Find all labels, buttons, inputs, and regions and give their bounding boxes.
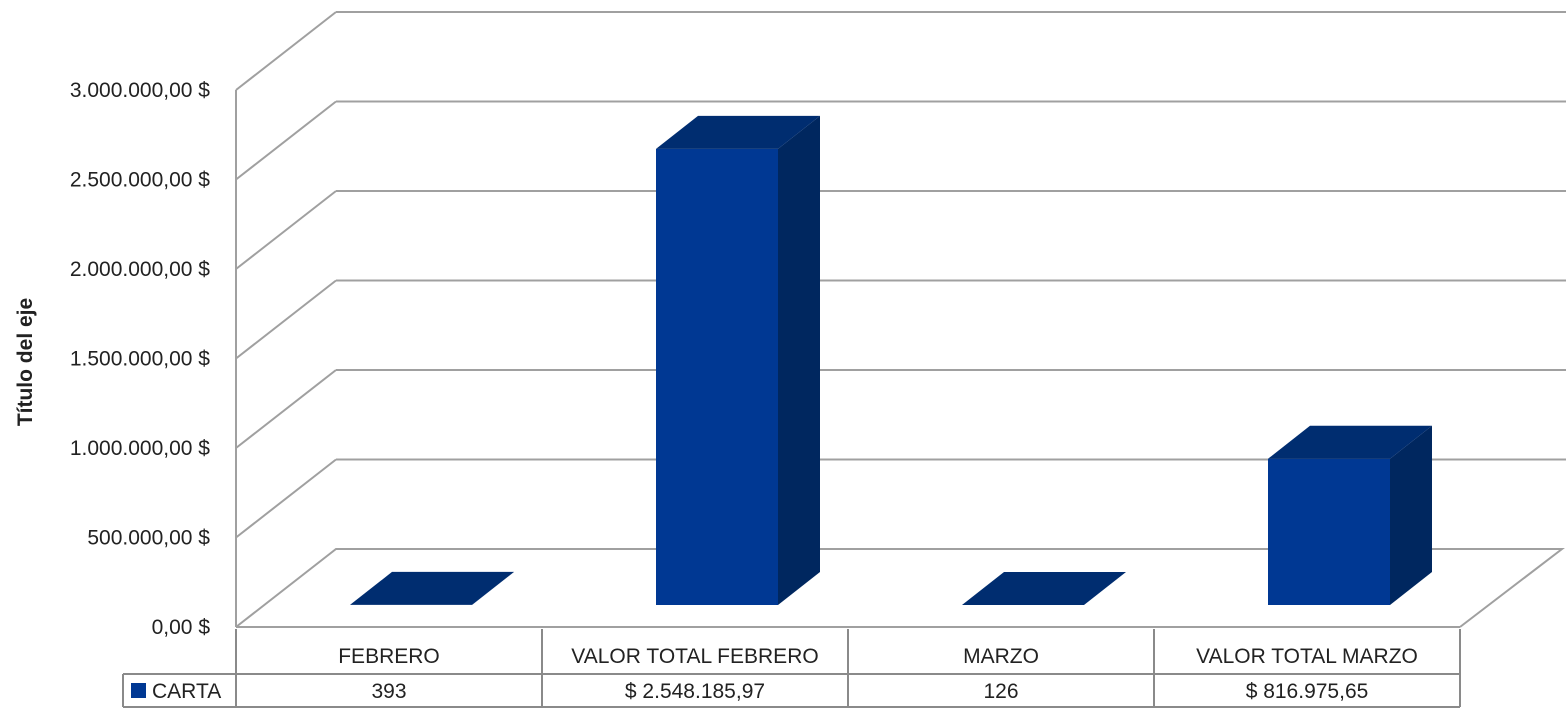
bar-top — [962, 571, 1126, 605]
bar-front — [1268, 458, 1390, 605]
side-gridline — [235, 279, 337, 360]
legend-label: CARTA — [152, 680, 221, 703]
bar-side — [1084, 571, 1126, 605]
data-label: 393 — [371, 680, 406, 703]
data-label: 126 — [983, 680, 1018, 703]
x-tick-label: VALOR TOTAL FEBRERO — [571, 645, 818, 668]
legend-swatch — [131, 683, 146, 698]
bar-top — [1268, 425, 1432, 459]
y-tick-label: 500.000,00 $ — [87, 527, 210, 550]
side-gridline — [235, 369, 337, 449]
y-tick-label: 2.500.000,00 $ — [70, 169, 210, 192]
side-gridline — [235, 190, 337, 270]
floor-outline — [235, 548, 1565, 628]
y-axis-ticks: 0,00 $ 500.000,00 $ 1.000.000,00 $ 1.500.00… — [70, 79, 210, 639]
y-tick-label: 2.000.000,00 $ — [70, 258, 210, 281]
y-axis-title: Título del eje — [14, 298, 37, 426]
x-tick-label: MARZO — [963, 645, 1039, 668]
bar-side — [472, 571, 514, 605]
y-tick-label: 1.000.000,00 $ — [70, 437, 210, 460]
bar-top — [350, 571, 514, 605]
bar-side — [1390, 425, 1432, 605]
data-label: $ 816.975,65 — [1246, 680, 1369, 703]
x-tick-label: VALOR TOTAL MARZO — [1196, 645, 1418, 668]
bar-side — [778, 115, 820, 606]
y-tick-label: 3.000.000,00 $ — [70, 79, 210, 102]
side-gridline — [235, 11, 337, 91]
data-table: FEBRERO 393 VALOR TOTAL FEBRERO $ 2.548.185… — [122, 629, 1461, 708]
data-label: $ 2.548.185,97 — [625, 680, 765, 703]
side-gridline — [235, 458, 337, 539]
gridlines — [235, 11, 1566, 628]
bar-top — [656, 115, 820, 149]
y-tick-label: 1.500.000,00 $ — [70, 348, 210, 371]
x-tick-label: FEBRERO — [338, 645, 440, 668]
bars — [350, 115, 1432, 606]
y-tick-label: 0,00 $ — [152, 616, 211, 639]
bar-front — [656, 148, 778, 606]
side-gridline — [235, 100, 337, 181]
